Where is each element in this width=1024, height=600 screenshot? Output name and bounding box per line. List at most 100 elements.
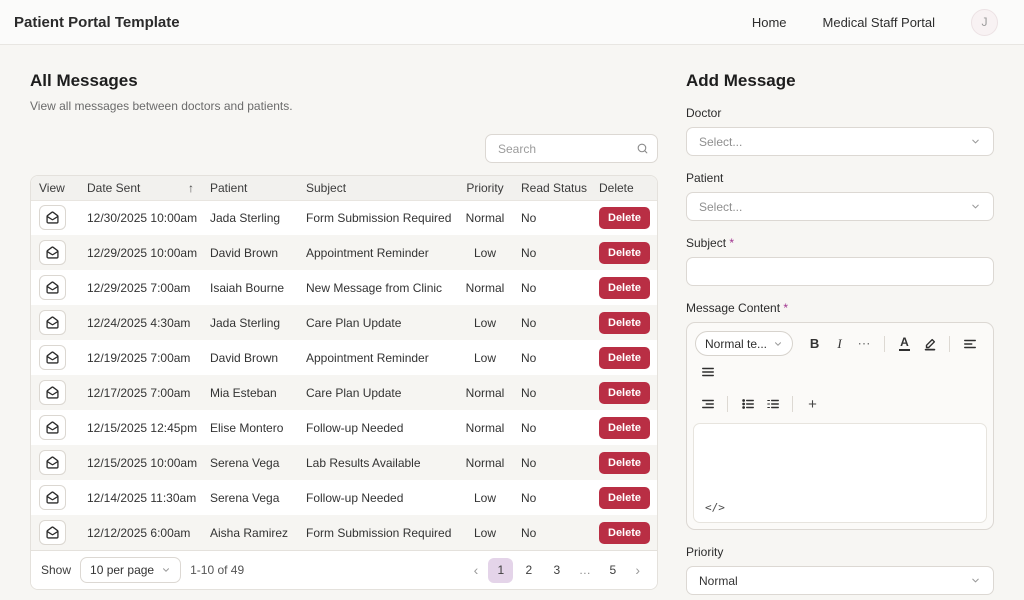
bold-icon[interactable]: B bbox=[802, 332, 827, 356]
cell-priority: Low bbox=[473, 245, 496, 260]
table-row: 12/12/2025 6:00am Aisha Ramirez Form Sub… bbox=[31, 515, 657, 550]
cell-date-sent: 12/15/2025 10:00am bbox=[87, 455, 198, 470]
bullet-list-icon[interactable] bbox=[735, 392, 760, 416]
pagination-page[interactable]: 2 bbox=[525, 563, 533, 577]
pagination-page[interactable]: 3 bbox=[553, 563, 561, 577]
view-message-button[interactable] bbox=[39, 310, 66, 335]
ordered-list-icon[interactable] bbox=[760, 392, 785, 416]
delete-button[interactable]: Delete bbox=[599, 241, 651, 264]
messages-title: All Messages bbox=[30, 71, 138, 90]
chevron-down-icon bbox=[163, 568, 170, 572]
table-header-row: View Date Sent ↑ Patient Subject Priorit… bbox=[31, 176, 657, 201]
delete-button[interactable]: Delete bbox=[599, 206, 651, 229]
paragraph-style-select[interactable]: Normal te... bbox=[695, 331, 794, 356]
pagination-ellipsis: … bbox=[578, 563, 591, 577]
toolbar-divider bbox=[792, 396, 793, 412]
patient-select[interactable]: Select... bbox=[686, 192, 994, 221]
more-options-icon[interactable]: ⋯ bbox=[852, 332, 877, 356]
editor-toolbar: Normal te... B I ⋯ A bbox=[693, 329, 987, 420]
nav-home[interactable]: Home bbox=[751, 14, 787, 30]
view-message-button[interactable] bbox=[39, 450, 66, 475]
delete-button[interactable]: Delete bbox=[599, 311, 651, 334]
messages-table-card: View Date Sent ↑ Patient Subject Priorit… bbox=[30, 175, 658, 590]
highlight-icon[interactable] bbox=[917, 332, 942, 356]
priority-label: Priority bbox=[686, 545, 724, 559]
cell-date-sent: 12/17/2025 7:00am bbox=[87, 385, 191, 400]
delete-button[interactable]: Delete bbox=[599, 416, 651, 439]
cell-subject: Form Submission Required bbox=[306, 525, 452, 540]
cell-read-status: No bbox=[521, 385, 537, 400]
cell-subject: Appointment Reminder bbox=[306, 350, 429, 365]
view-message-button[interactable] bbox=[39, 240, 66, 265]
cell-subject: Appointment Reminder bbox=[306, 245, 429, 260]
toolbar-divider bbox=[884, 335, 886, 352]
view-message-button[interactable] bbox=[39, 485, 66, 510]
code-view-icon[interactable]: </> bbox=[705, 501, 725, 514]
add-message-section: Add Message Doctor Select... Patient Sel… bbox=[686, 71, 994, 600]
cell-priority: Normal bbox=[465, 210, 505, 225]
open-mail-icon bbox=[46, 211, 59, 224]
view-message-button[interactable] bbox=[39, 520, 66, 545]
message-content-label: Message Content * bbox=[686, 301, 789, 315]
align-right-icon[interactable] bbox=[695, 392, 720, 416]
subject-input[interactable] bbox=[686, 257, 994, 286]
col-subject: Subject bbox=[298, 176, 457, 201]
pagination-pages: 1 2 3 … 5 bbox=[488, 557, 625, 583]
cell-read-status: No bbox=[521, 210, 537, 225]
delete-button[interactable]: Delete bbox=[599, 486, 651, 509]
pagination-page[interactable]: 1 bbox=[488, 557, 514, 583]
chevron-down-icon bbox=[972, 578, 979, 583]
cell-subject: Follow-up Needed bbox=[306, 420, 404, 435]
pagination-prev[interactable]: ‹ bbox=[473, 562, 479, 578]
table-row: 12/24/2025 4:30am Jada Sterling Care Pla… bbox=[31, 305, 657, 340]
delete-button[interactable]: Delete bbox=[599, 521, 651, 544]
toolbar-divider bbox=[949, 335, 951, 352]
search-input[interactable] bbox=[485, 134, 658, 163]
text-color-icon[interactable]: A bbox=[892, 332, 917, 356]
view-message-button[interactable] bbox=[39, 380, 66, 405]
cell-patient: Jada Sterling bbox=[210, 210, 281, 225]
main-content: All Messages View all messages between d… bbox=[0, 45, 1024, 600]
insert-plus-icon[interactable]: + bbox=[800, 392, 825, 416]
align-left-icon[interactable] bbox=[957, 332, 982, 356]
priority-select[interactable]: Normal bbox=[686, 566, 994, 595]
col-date-sent[interactable]: Date Sent ↑ bbox=[79, 176, 202, 201]
add-message-title: Add Message bbox=[686, 71, 796, 90]
pagination-next[interactable]: › bbox=[635, 562, 640, 578]
cell-read-status: No bbox=[521, 245, 537, 260]
nav-medical-staff-portal[interactable]: Medical Staff Portal bbox=[822, 14, 935, 30]
page-size-controls: Show 10 per page 1-10 of 49 bbox=[41, 557, 244, 583]
sort-ascending-icon[interactable]: ↑ bbox=[188, 180, 194, 195]
message-content-area[interactable]: </> bbox=[693, 423, 987, 523]
cell-priority: Low bbox=[473, 525, 496, 540]
delete-button[interactable]: Delete bbox=[599, 451, 651, 474]
cell-patient: Serena Vega bbox=[210, 455, 280, 470]
delete-button[interactable]: Delete bbox=[599, 381, 651, 404]
pagination: ‹ 1 2 3 … 5 › bbox=[467, 557, 647, 583]
all-messages-section: All Messages View all messages between d… bbox=[30, 71, 658, 600]
page-size-select[interactable]: 10 per page bbox=[80, 557, 182, 583]
search-row bbox=[30, 134, 658, 163]
view-message-button[interactable] bbox=[39, 345, 66, 370]
messages-tbody: 12/30/2025 10:00am Jada Sterling Form Su… bbox=[31, 200, 657, 550]
cell-date-sent: 12/12/2025 6:00am bbox=[87, 525, 191, 540]
search-box bbox=[485, 134, 658, 163]
view-message-button[interactable] bbox=[39, 275, 66, 300]
align-justify-icon[interactable] bbox=[695, 360, 720, 384]
table-row: 12/14/2025 11:30am Serena Vega Follow-up… bbox=[31, 480, 657, 515]
delete-button[interactable]: Delete bbox=[599, 346, 651, 369]
doctor-select[interactable]: Select... bbox=[686, 127, 994, 156]
delete-button[interactable]: Delete bbox=[599, 276, 651, 299]
cell-priority: Normal bbox=[465, 455, 505, 470]
cell-subject: New Message from Clinic bbox=[306, 280, 443, 295]
italic-icon[interactable]: I bbox=[827, 332, 852, 356]
cell-date-sent: 12/30/2025 10:00am bbox=[87, 210, 198, 225]
app-header: Patient Portal Template Home Medical Sta… bbox=[0, 0, 1024, 45]
view-message-button[interactable] bbox=[39, 205, 66, 231]
user-avatar[interactable]: J bbox=[971, 8, 998, 36]
cell-date-sent: 12/29/2025 10:00am bbox=[87, 245, 198, 260]
cell-patient: Elise Montero bbox=[210, 420, 284, 435]
view-message-button[interactable] bbox=[39, 415, 66, 440]
cell-patient: Mia Esteban bbox=[210, 385, 277, 400]
pagination-page[interactable]: 5 bbox=[609, 563, 617, 577]
